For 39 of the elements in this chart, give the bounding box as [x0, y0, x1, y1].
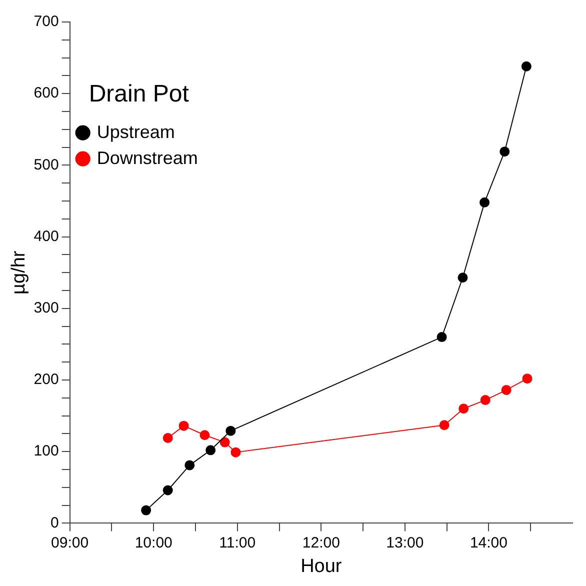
x-tick-label: 09:00 [51, 534, 89, 552]
point [480, 197, 490, 208]
x-tick-label: 12:00 [302, 534, 340, 552]
point [458, 272, 468, 283]
point [184, 460, 195, 470]
point [162, 432, 173, 443]
y-tick-label: 200 [34, 371, 59, 388]
point [521, 61, 532, 72]
y-tick-label: 400 [34, 228, 59, 245]
legend-label: Downstream [96, 148, 198, 168]
point [206, 445, 216, 456]
y-axis-title: µg/hr [8, 250, 30, 294]
point [162, 485, 173, 496]
y-tick-label: 0 [50, 514, 59, 532]
point [200, 430, 210, 440]
x-tick-label: 13:00 [386, 534, 424, 552]
point [230, 447, 241, 458]
point [226, 426, 236, 436]
y-tick-label: 500 [34, 156, 59, 174]
point [522, 374, 532, 384]
point [220, 437, 230, 448]
x-tick-label: 14:00 [470, 534, 508, 552]
y-tick-label: 100 [34, 442, 59, 460]
legend-label: Upstream [96, 122, 175, 142]
legend-title: Drain Pot [88, 80, 190, 108]
x-axis-title: Hour [300, 556, 342, 577]
point [501, 385, 512, 396]
point [500, 146, 510, 157]
point [458, 404, 469, 414]
point [436, 332, 447, 342]
y-tick-label: 700 [34, 13, 59, 30]
y-tick-label: 600 [34, 84, 59, 102]
point [480, 395, 490, 406]
point [141, 505, 152, 516]
x-tick-label: 10:00 [134, 534, 172, 552]
point [178, 420, 189, 431]
point [439, 420, 450, 430]
x-tick-label: 11:00 [219, 534, 256, 552]
y-tick-label: 300 [34, 300, 59, 317]
